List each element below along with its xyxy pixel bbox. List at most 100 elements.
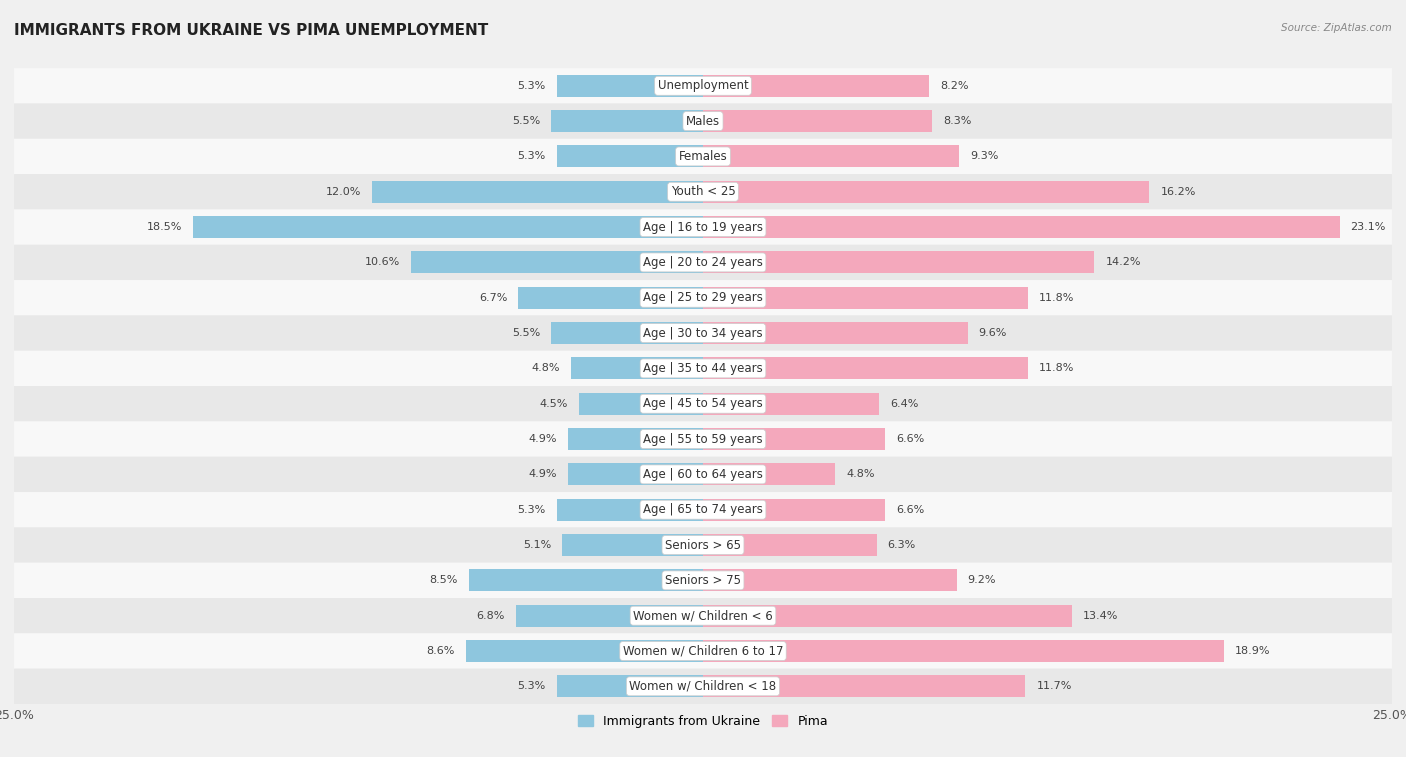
FancyBboxPatch shape — [14, 492, 1392, 528]
Bar — [703, 393, 879, 415]
Bar — [568, 428, 703, 450]
Bar — [557, 675, 703, 697]
Bar — [468, 569, 703, 591]
Bar — [551, 322, 703, 344]
Bar — [571, 357, 703, 379]
Bar — [411, 251, 703, 273]
Text: Seniors > 65: Seniors > 65 — [665, 538, 741, 552]
Bar — [703, 111, 932, 132]
Text: 4.5%: 4.5% — [540, 399, 568, 409]
Bar — [557, 145, 703, 167]
Text: 5.3%: 5.3% — [517, 505, 546, 515]
Bar — [519, 287, 703, 309]
Bar — [373, 181, 703, 203]
Text: Seniors > 75: Seniors > 75 — [665, 574, 741, 587]
FancyBboxPatch shape — [14, 68, 1392, 104]
Text: 6.8%: 6.8% — [477, 611, 505, 621]
Bar — [551, 111, 703, 132]
Text: IMMIGRANTS FROM UKRAINE VS PIMA UNEMPLOYMENT: IMMIGRANTS FROM UKRAINE VS PIMA UNEMPLOY… — [14, 23, 488, 38]
Text: 12.0%: 12.0% — [326, 187, 361, 197]
Text: 14.2%: 14.2% — [1105, 257, 1140, 267]
Bar — [703, 534, 876, 556]
FancyBboxPatch shape — [14, 104, 1392, 139]
Text: 6.6%: 6.6% — [896, 505, 924, 515]
Text: Age | 25 to 29 years: Age | 25 to 29 years — [643, 291, 763, 304]
Text: 8.6%: 8.6% — [426, 646, 456, 656]
Text: 9.3%: 9.3% — [970, 151, 998, 161]
Text: Age | 65 to 74 years: Age | 65 to 74 years — [643, 503, 763, 516]
Text: Age | 60 to 64 years: Age | 60 to 64 years — [643, 468, 763, 481]
FancyBboxPatch shape — [14, 139, 1392, 174]
Text: Unemployment: Unemployment — [658, 79, 748, 92]
Text: 8.5%: 8.5% — [429, 575, 458, 585]
Text: 9.6%: 9.6% — [979, 328, 1007, 338]
Text: 16.2%: 16.2% — [1160, 187, 1197, 197]
Text: Age | 45 to 54 years: Age | 45 to 54 years — [643, 397, 763, 410]
Text: 18.5%: 18.5% — [146, 222, 183, 232]
Bar — [703, 463, 835, 485]
Bar — [703, 217, 1340, 238]
Bar — [557, 75, 703, 97]
Text: 6.3%: 6.3% — [887, 540, 915, 550]
Text: 23.1%: 23.1% — [1351, 222, 1386, 232]
Text: Age | 30 to 34 years: Age | 30 to 34 years — [643, 326, 763, 340]
Bar — [703, 675, 1025, 697]
Text: 4.8%: 4.8% — [531, 363, 560, 373]
Text: 11.8%: 11.8% — [1039, 363, 1074, 373]
Text: 8.2%: 8.2% — [941, 81, 969, 91]
Bar — [703, 428, 884, 450]
Bar — [568, 463, 703, 485]
Text: Age | 16 to 19 years: Age | 16 to 19 years — [643, 220, 763, 234]
Bar — [703, 287, 1028, 309]
Text: 18.9%: 18.9% — [1234, 646, 1271, 656]
FancyBboxPatch shape — [14, 280, 1392, 316]
FancyBboxPatch shape — [14, 174, 1392, 210]
Bar — [703, 145, 959, 167]
FancyBboxPatch shape — [14, 422, 1392, 456]
Bar — [703, 322, 967, 344]
FancyBboxPatch shape — [14, 245, 1392, 280]
Text: Youth < 25: Youth < 25 — [671, 185, 735, 198]
Bar — [703, 181, 1150, 203]
FancyBboxPatch shape — [14, 350, 1392, 386]
FancyBboxPatch shape — [14, 668, 1392, 704]
Text: Source: ZipAtlas.com: Source: ZipAtlas.com — [1281, 23, 1392, 33]
Text: Males: Males — [686, 114, 720, 128]
Text: 5.1%: 5.1% — [523, 540, 551, 550]
Text: Age | 20 to 24 years: Age | 20 to 24 years — [643, 256, 763, 269]
Text: Women w/ Children < 18: Women w/ Children < 18 — [630, 680, 776, 693]
FancyBboxPatch shape — [14, 598, 1392, 634]
Bar — [703, 499, 884, 521]
Bar — [516, 605, 703, 627]
Text: Females: Females — [679, 150, 727, 163]
FancyBboxPatch shape — [14, 528, 1392, 562]
Text: 6.6%: 6.6% — [896, 434, 924, 444]
Bar — [703, 605, 1073, 627]
Text: 4.9%: 4.9% — [529, 434, 557, 444]
Bar — [703, 251, 1094, 273]
Text: 5.3%: 5.3% — [517, 681, 546, 691]
Text: 5.3%: 5.3% — [517, 151, 546, 161]
Text: 4.8%: 4.8% — [846, 469, 875, 479]
Text: 5.3%: 5.3% — [517, 81, 546, 91]
FancyBboxPatch shape — [14, 562, 1392, 598]
FancyBboxPatch shape — [14, 316, 1392, 350]
Bar — [557, 499, 703, 521]
Text: 10.6%: 10.6% — [364, 257, 399, 267]
Bar — [703, 569, 956, 591]
Text: 13.4%: 13.4% — [1083, 611, 1119, 621]
FancyBboxPatch shape — [14, 634, 1392, 668]
Bar — [562, 534, 703, 556]
Bar — [703, 75, 929, 97]
FancyBboxPatch shape — [14, 456, 1392, 492]
FancyBboxPatch shape — [14, 386, 1392, 422]
Text: 5.5%: 5.5% — [512, 328, 540, 338]
Text: 5.5%: 5.5% — [512, 116, 540, 126]
Text: 6.4%: 6.4% — [890, 399, 918, 409]
Text: 6.7%: 6.7% — [479, 293, 508, 303]
Bar — [703, 640, 1223, 662]
Legend: Immigrants from Ukraine, Pima: Immigrants from Ukraine, Pima — [572, 710, 834, 733]
Text: 11.7%: 11.7% — [1036, 681, 1071, 691]
Text: Women w/ Children < 6: Women w/ Children < 6 — [633, 609, 773, 622]
Text: Women w/ Children 6 to 17: Women w/ Children 6 to 17 — [623, 644, 783, 658]
